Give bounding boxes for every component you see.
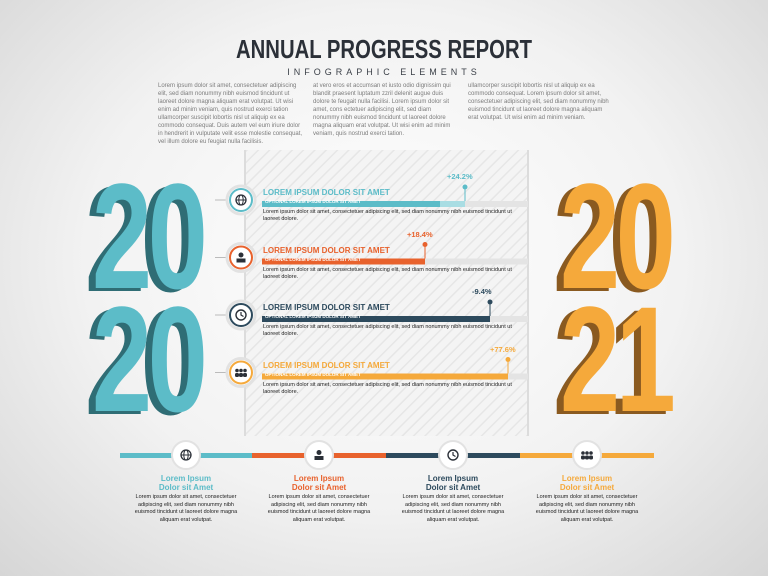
row-heading: LOREM IPSUM DOLOR SIT AMET (263, 245, 390, 255)
marker-dot (505, 357, 511, 362)
icon (240, 312, 244, 318)
icon (589, 451, 593, 455)
icon (235, 309, 247, 321)
icon (239, 368, 243, 373)
timeline-text: Lorem ipsum dolor sit amet, consectetuer… (401, 494, 505, 523)
year-digits: 20 (560, 153, 672, 321)
bar (262, 258, 425, 265)
icon (585, 455, 589, 460)
icon (452, 452, 456, 458)
center-panel (245, 150, 528, 436)
icon (589, 455, 593, 460)
year-digits-shadow: 20 (553, 156, 665, 324)
row-text: Lorem ipsum dolor sit amet, consectetuer… (263, 266, 512, 280)
subtitle: INFOGRAPHIC ELEMENTS (287, 67, 481, 77)
bar-extension (440, 201, 465, 207)
timeline-text: Lorem ipsum dolor sit amet, consectetuer… (535, 494, 639, 523)
row-heading: LOREM IPSUM DOLOR SIT AMET (263, 303, 390, 312)
row-subheading: OPTIONAL LOREM IPSUM DOLOR SIT AMET (265, 314, 361, 319)
year-digits: 20 (92, 276, 204, 444)
bar (262, 316, 490, 322)
icon (581, 451, 585, 455)
icon (239, 373, 243, 377)
marker-dot (422, 242, 428, 247)
year-digits-shadow: 21 (553, 279, 667, 447)
row-text: Lorem ipsum dolor sit amet, consectetuer… (263, 324, 512, 337)
timeline-subtitle: Dolor sit Amet (559, 483, 615, 492)
icon (316, 450, 322, 455)
change-label: +18.4% (407, 229, 433, 239)
timeline-title: Lorem Ipsum (160, 474, 212, 483)
marker-dot (487, 299, 493, 305)
icon (235, 368, 239, 373)
icon (243, 373, 247, 377)
icon (447, 449, 459, 461)
year-digits: 21 (560, 276, 674, 444)
year-digits-shadow: 20 (85, 156, 197, 324)
row-heading: LOREM IPSUM DOLOR SIT AMET (263, 360, 390, 370)
icon (585, 451, 589, 455)
year-digits: 20 (92, 153, 204, 321)
timeline-subtitle: Dolor sit Amet (425, 483, 481, 492)
title: ANNUAL PROGRESS REPORT (236, 34, 532, 64)
bar (262, 373, 508, 380)
change-label: -9.4% (472, 287, 492, 296)
icon (235, 373, 239, 377)
row-subheading: OPTIONAL LOREM IPSUM DOLOR SIT AMET (265, 256, 361, 262)
timeline-node (572, 440, 602, 470)
icon (314, 456, 324, 460)
timeline-subtitle: Dolor sit Amet (291, 483, 347, 492)
intro-paragraph: at vero eros et accumsan et iusto odio d… (313, 83, 451, 137)
intro-paragraph: Lorem ipsum dolor sit amet, consectetuer… (158, 83, 303, 145)
icon (238, 252, 244, 258)
timeline-title: Lorem Ipsum (427, 474, 479, 483)
icon-ring (229, 360, 253, 385)
row-text: Lorem ipsum dolor sit amet, consectetuer… (263, 209, 512, 222)
icon (236, 258, 246, 263)
icon (581, 455, 585, 460)
row-subheading: OPTIONAL LOREM IPSUM DOLOR SIT AMET (265, 371, 361, 377)
timeline-title: Lorem Ipsum (561, 474, 613, 483)
icon (243, 368, 247, 373)
intro-paragraph: ullamcorper suscipit lobortis nisl ut al… (468, 83, 609, 121)
timeline-subtitle: Dolor sit Amet (158, 483, 214, 492)
timeline-title: Lorem Ipsum (293, 474, 345, 483)
marker-dot (462, 184, 468, 190)
timeline-text: Lorem ipsum dolor sit amet, consectetuer… (267, 494, 371, 523)
change-label: +24.2% (447, 172, 473, 181)
year-digits-shadow: 20 (85, 279, 197, 447)
change-label: +77.6% (490, 344, 516, 354)
row-text: Lorem ipsum dolor sit amet, consectetuer… (263, 381, 512, 395)
timeline-text: Lorem ipsum dolor sit amet, consectetuer… (134, 494, 238, 523)
row-subheading: OPTIONAL LOREM IPSUM DOLOR SIT AMET (265, 199, 361, 204)
bar (262, 201, 440, 207)
row-heading: LOREM IPSUM DOLOR SIT AMET (263, 188, 390, 197)
